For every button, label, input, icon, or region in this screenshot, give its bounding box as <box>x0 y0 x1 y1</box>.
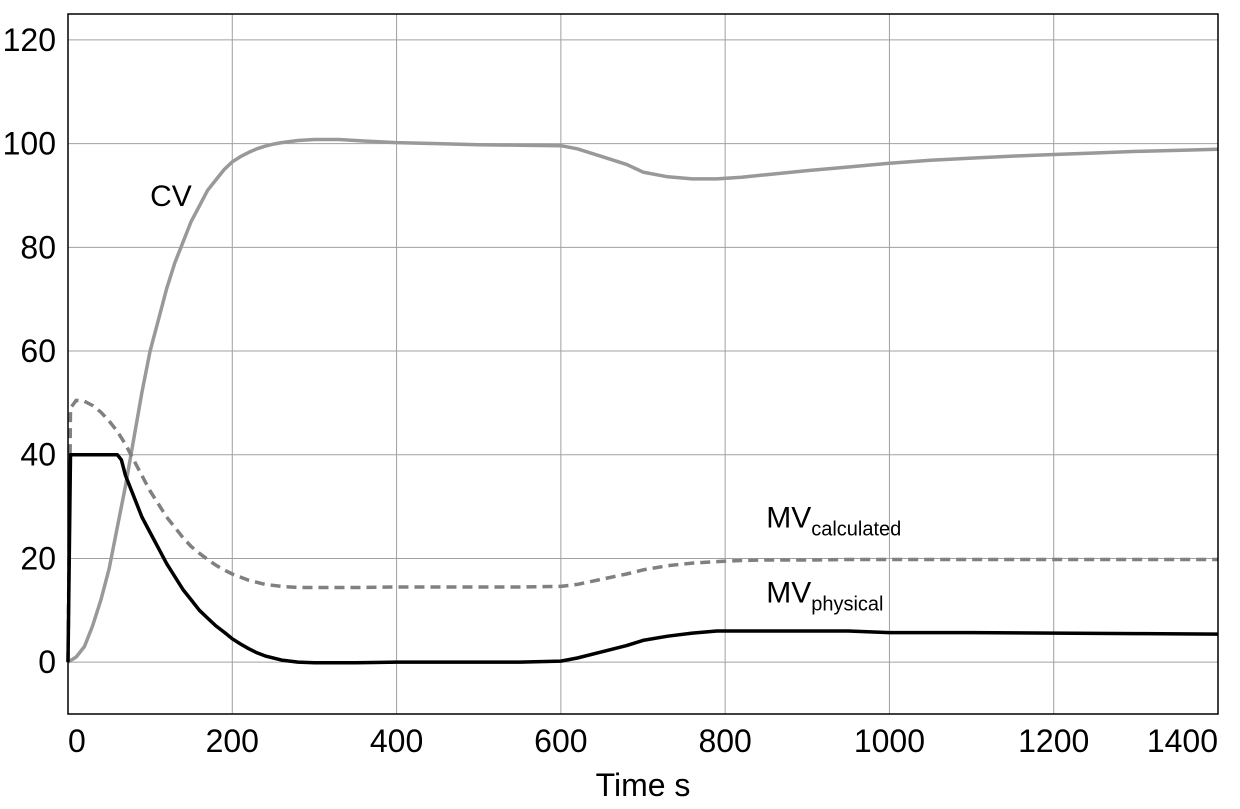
series-line-cv <box>67 137 1219 664</box>
x-axis-title: Time s <box>596 767 691 803</box>
x-tick-label: 600 <box>534 723 587 759</box>
y-tick-label: 20 <box>20 540 56 576</box>
mv-physical-label: MVphysical <box>766 577 883 616</box>
x-tick-label: 1200 <box>1018 723 1089 759</box>
y-tick-label: 100 <box>3 126 56 162</box>
x-tick-label: 400 <box>370 723 423 759</box>
mv-calculated-label: MVcalculated <box>766 501 901 540</box>
series-lines <box>66 137 1219 665</box>
y-tick-label: 40 <box>20 437 56 473</box>
series-annotations: CV MVcalculated MVphysical <box>150 180 901 616</box>
plot-frame <box>67 13 1219 715</box>
series-line-mv-physical <box>66 452 1219 665</box>
x-tick-label: 1400 <box>1147 723 1218 759</box>
y-tick-label: 80 <box>20 229 56 265</box>
x-tick-label: 200 <box>206 723 259 759</box>
series-line-mv-calculated <box>66 398 1218 663</box>
y-tick-label: 60 <box>20 333 56 369</box>
x-tick-label: 0 <box>68 723 86 759</box>
y-tick-labels: 0 20 40 60 80 100 120 <box>3 22 56 680</box>
x-tick-labels: 0 200 400 600 800 1000 1200 1400 <box>68 723 1218 759</box>
y-tick-label: 0 <box>38 644 56 680</box>
cv-label: CV <box>150 180 192 213</box>
x-tick-label: 800 <box>698 723 751 759</box>
x-tick-label: 1000 <box>854 723 925 759</box>
grid-lines <box>67 14 1219 714</box>
y-tick-label: 120 <box>3 22 56 58</box>
